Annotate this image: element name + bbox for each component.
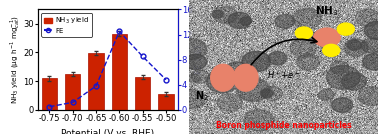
- Circle shape: [318, 89, 334, 100]
- Circle shape: [295, 27, 312, 39]
- Bar: [112, 34, 127, 110]
- Circle shape: [178, 89, 205, 108]
- Circle shape: [363, 54, 378, 70]
- Circle shape: [297, 54, 319, 70]
- Ellipse shape: [211, 64, 235, 91]
- Circle shape: [314, 28, 340, 47]
- Circle shape: [262, 86, 282, 101]
- Circle shape: [188, 74, 200, 82]
- Circle shape: [332, 98, 353, 112]
- Bar: [158, 94, 174, 110]
- Circle shape: [214, 6, 237, 23]
- Legend: NH$_3$ yield, FE: NH$_3$ yield, FE: [41, 13, 92, 37]
- Circle shape: [359, 87, 378, 106]
- Y-axis label: FE (%): FE (%): [195, 45, 204, 74]
- Circle shape: [228, 12, 251, 28]
- Text: NH$_3$: NH$_3$: [315, 4, 339, 18]
- Circle shape: [260, 89, 273, 98]
- Bar: [65, 74, 81, 110]
- Circle shape: [323, 44, 340, 56]
- Circle shape: [344, 39, 368, 56]
- Circle shape: [293, 8, 322, 29]
- Circle shape: [242, 51, 271, 72]
- Bar: [88, 53, 104, 110]
- Bar: [135, 77, 150, 110]
- Text: Boron phosphide nanoparticles: Boron phosphide nanoparticles: [216, 121, 351, 130]
- Circle shape: [330, 61, 349, 74]
- Text: H$^+$+e$^-$: H$^+$+e$^-$: [267, 69, 300, 81]
- Circle shape: [347, 40, 361, 50]
- Circle shape: [275, 14, 295, 28]
- Circle shape: [226, 62, 249, 78]
- Circle shape: [240, 17, 251, 25]
- Circle shape: [364, 21, 378, 39]
- Circle shape: [290, 38, 317, 57]
- Y-axis label: NH$_3$ yield (µg h$^{-1}$ mg$_{cat}^{-1}$): NH$_3$ yield (µg h$^{-1}$ mg$_{cat}^{-1}…: [8, 15, 22, 104]
- Circle shape: [342, 73, 366, 90]
- Circle shape: [361, 38, 378, 53]
- X-axis label: Potential (V vs. RHE): Potential (V vs. RHE): [61, 129, 154, 134]
- Circle shape: [191, 70, 209, 83]
- Circle shape: [185, 54, 207, 70]
- Ellipse shape: [233, 64, 258, 91]
- Circle shape: [217, 93, 242, 111]
- Bar: [42, 78, 57, 110]
- Text: N$_2$: N$_2$: [195, 90, 209, 103]
- Circle shape: [244, 109, 274, 131]
- Circle shape: [268, 52, 287, 65]
- Circle shape: [355, 9, 378, 26]
- Circle shape: [327, 66, 360, 89]
- Circle shape: [212, 10, 223, 18]
- Circle shape: [303, 31, 317, 41]
- Circle shape: [237, 78, 270, 101]
- Circle shape: [337, 23, 354, 35]
- Circle shape: [206, 70, 239, 93]
- Circle shape: [177, 39, 206, 59]
